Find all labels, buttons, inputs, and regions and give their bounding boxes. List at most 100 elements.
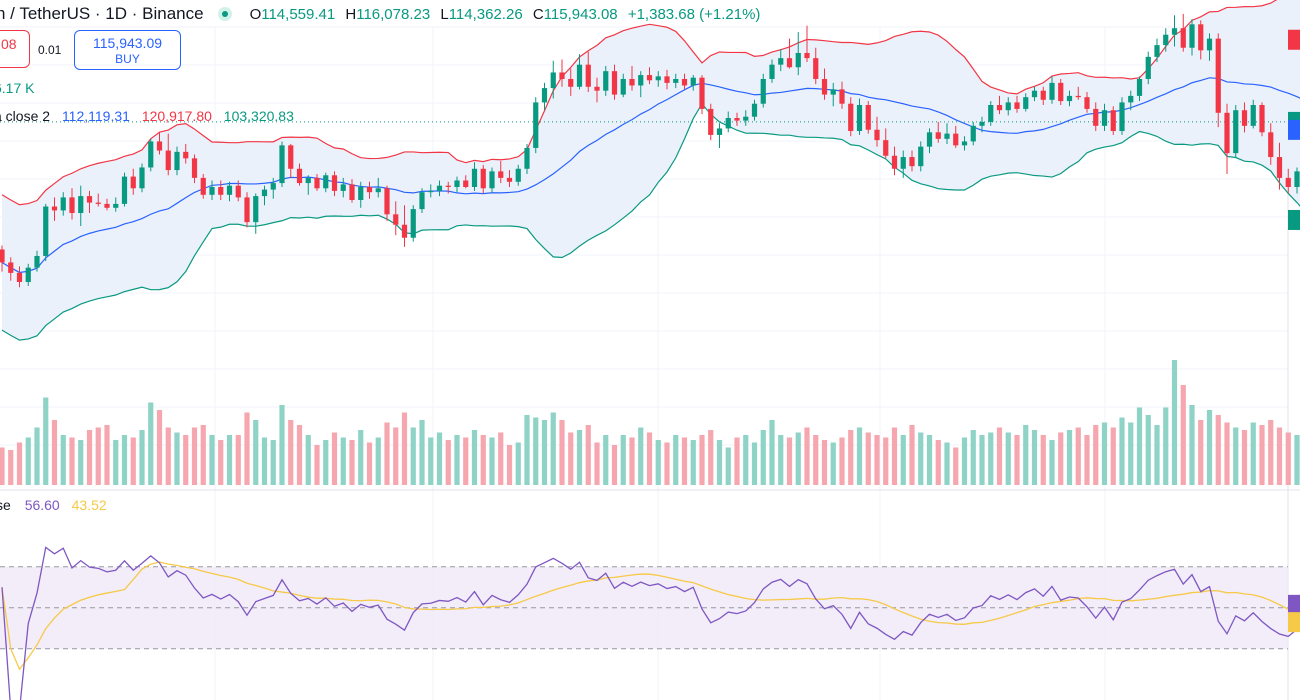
candle-body <box>821 78 828 95</box>
candle-body <box>900 157 906 169</box>
candle-body <box>804 52 810 59</box>
candle-body <box>1171 28 1178 35</box>
candle-body <box>1259 105 1265 133</box>
candle-body <box>279 145 285 184</box>
volume-bar <box>909 425 915 485</box>
candle-body <box>550 72 556 89</box>
volume-bar <box>384 422 390 485</box>
candle-body <box>1250 105 1256 126</box>
volume-bar <box>533 417 539 485</box>
volume-bar <box>1154 425 1160 485</box>
candle-body <box>1058 82 1064 102</box>
price-scale-tag <box>1288 594 1300 615</box>
volume-bar <box>261 437 268 485</box>
volume-bar <box>401 412 408 485</box>
candle-body <box>795 52 801 68</box>
volume-bar <box>1101 422 1108 485</box>
volume-bar <box>209 435 215 485</box>
rsi-legend[interactable]: se 56.60 43.52 <box>0 497 107 513</box>
candle-body <box>1163 34 1169 46</box>
candle-body <box>16 272 23 282</box>
buy-button[interactable]: 115,943.09 BUY <box>74 30 181 70</box>
candle-body <box>34 255 40 268</box>
candle-body <box>935 132 941 139</box>
volume-bar <box>218 440 224 485</box>
candle-body <box>209 186 215 195</box>
candle-body <box>1198 24 1204 51</box>
bollinger-legend[interactable]: a close 2 112,119.31 120,917.80 103,320.… <box>0 108 294 124</box>
volume-bar <box>603 435 609 485</box>
candle-body <box>918 146 924 167</box>
volume-bar <box>358 430 364 485</box>
volume-bar <box>1224 422 1230 485</box>
volume-bar <box>1049 440 1055 485</box>
volume-bar <box>121 435 128 485</box>
candle-body <box>1268 132 1274 158</box>
candle-body <box>839 89 845 104</box>
candle-body <box>104 203 110 208</box>
candle-body <box>734 118 740 121</box>
volume-bar <box>786 437 793 485</box>
candle-body <box>200 177 206 195</box>
bb-upper: 120,917.80 <box>141 108 212 124</box>
market-status-icon[interactable] <box>217 7 232 21</box>
volume-bar <box>340 437 346 485</box>
candle-body <box>121 176 128 204</box>
candle-body <box>366 186 373 193</box>
volume-bar <box>200 425 206 485</box>
volume-bar <box>305 435 311 485</box>
candle-body <box>410 209 416 238</box>
candle-body <box>454 180 460 187</box>
candle-body <box>174 151 180 171</box>
candle-body <box>51 206 58 211</box>
candle-body <box>331 175 338 191</box>
candle-body <box>524 147 530 169</box>
volume-bar <box>918 432 924 485</box>
candle-body <box>165 150 171 171</box>
candle-body <box>944 133 950 139</box>
volume-bar <box>288 420 294 485</box>
candle-body <box>961 141 968 146</box>
volume-bar <box>428 437 434 485</box>
symbol-header: n / TetherUS · 1D · Binance O114,559.41 … <box>0 2 760 26</box>
candle-body <box>988 105 994 122</box>
volume-bar <box>156 410 163 485</box>
volume-bar <box>331 432 338 485</box>
sell-button[interactable]: 08 <box>0 30 30 68</box>
candle-body <box>673 78 679 83</box>
volume-bar <box>970 430 976 485</box>
candle-body <box>891 155 898 169</box>
candle-body <box>856 105 863 132</box>
candle-body <box>1285 177 1291 187</box>
volume-bar <box>25 437 31 485</box>
volume-bar <box>935 440 941 485</box>
candle-body <box>568 78 574 87</box>
volume-bar <box>1294 435 1300 485</box>
candle-body <box>1084 97 1090 109</box>
volume-bar <box>43 397 49 485</box>
symbol-title[interactable]: n / TetherUS · 1D · Binance <box>0 4 204 23</box>
volume-bar <box>454 435 460 485</box>
volume-bar <box>708 430 714 485</box>
candle-body <box>384 188 390 215</box>
candle-body <box>358 186 364 200</box>
volume-legend[interactable]: 6.17 K <box>0 80 35 96</box>
volume-bar <box>60 435 66 485</box>
candle-body <box>1014 102 1020 109</box>
candle-body <box>113 203 119 208</box>
candle-body <box>419 192 425 210</box>
volume-bar <box>681 437 688 485</box>
volume-bar <box>865 432 871 485</box>
candle-body <box>43 206 49 256</box>
bb-fill <box>2 0 1300 341</box>
volume-bar <box>489 437 495 485</box>
candle-body <box>139 167 145 189</box>
candle-body <box>1101 110 1108 126</box>
candle-body <box>235 185 241 198</box>
candle-body <box>585 64 591 87</box>
volume-bar <box>778 435 784 485</box>
candle-body <box>226 185 233 195</box>
volume-bar <box>471 430 478 485</box>
candle-body <box>489 171 495 189</box>
